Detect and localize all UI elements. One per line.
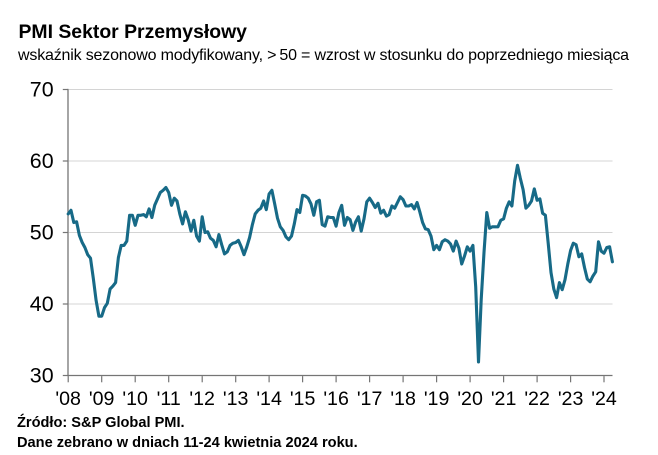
svg-text:'24: '24 — [591, 388, 617, 410]
svg-text:'16: '16 — [323, 388, 349, 410]
svg-text:'23: '23 — [558, 388, 584, 410]
svg-text:'21: '21 — [491, 388, 517, 410]
svg-text:'10: '10 — [122, 388, 148, 410]
svg-text:'17: '17 — [357, 388, 383, 410]
svg-text:70: 70 — [30, 78, 54, 102]
svg-text:'18: '18 — [390, 388, 416, 410]
svg-text:'19: '19 — [424, 388, 450, 410]
svg-text:30: 30 — [30, 364, 54, 388]
svg-text:'08: '08 — [55, 388, 81, 410]
svg-text:'13: '13 — [223, 388, 249, 410]
svg-text:50: 50 — [30, 221, 54, 245]
svg-text:60: 60 — [30, 149, 54, 173]
svg-text:'22: '22 — [524, 388, 550, 410]
svg-text:'15: '15 — [290, 388, 316, 410]
svg-text:40: 40 — [30, 292, 54, 316]
svg-text:'12: '12 — [189, 388, 215, 410]
svg-text:'14: '14 — [256, 388, 282, 410]
svg-text:'11: '11 — [157, 388, 181, 410]
svg-text:'09: '09 — [89, 388, 115, 410]
svg-text:'20: '20 — [457, 388, 483, 410]
